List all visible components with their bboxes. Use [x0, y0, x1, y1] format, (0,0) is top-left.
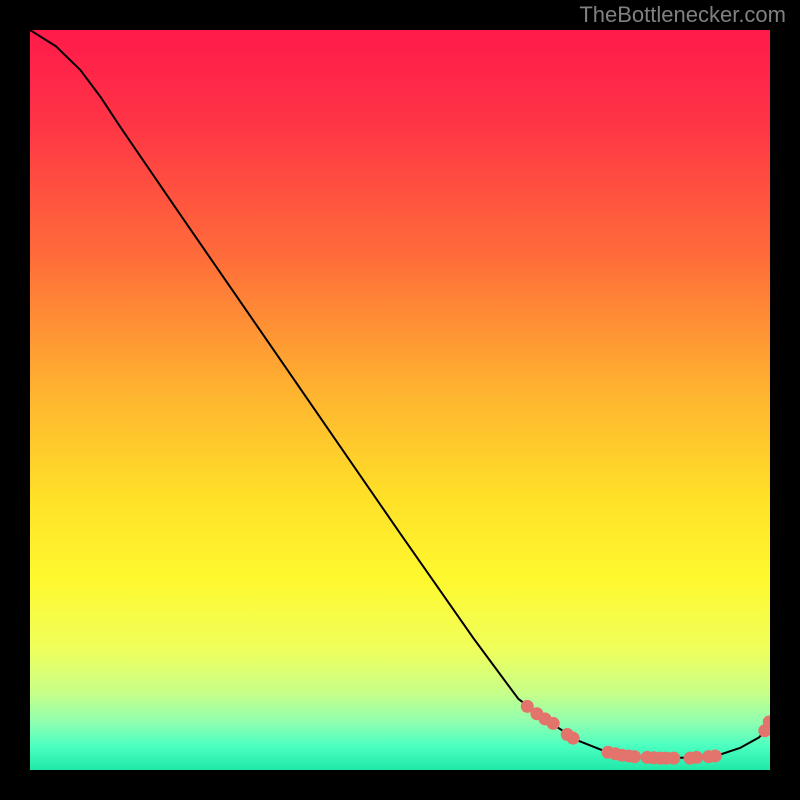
data-point [709, 749, 722, 762]
bottleneck-chart [30, 30, 770, 770]
data-point [667, 752, 680, 765]
gradient-background [30, 30, 770, 770]
chart-container [30, 30, 770, 770]
data-point [567, 732, 580, 745]
watermark-text: TheBottlenecker.com [579, 2, 786, 28]
data-point [690, 751, 703, 764]
data-point [547, 717, 560, 730]
data-point [628, 750, 641, 763]
